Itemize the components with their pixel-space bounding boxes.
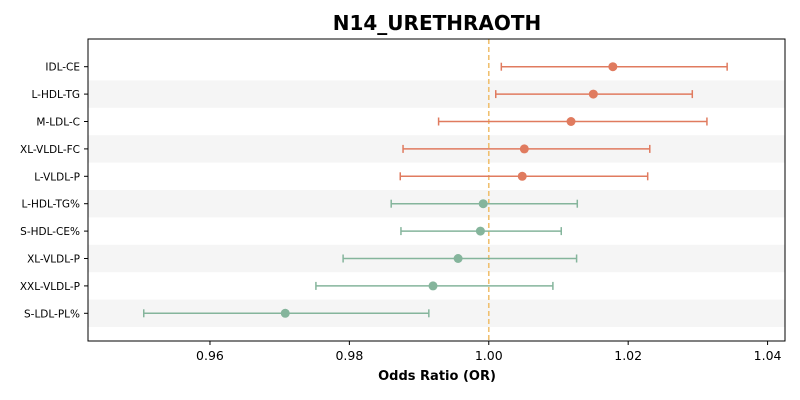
x-tick-labels: 0.96 0.98 1.00 1.02 1.04 [196,341,782,363]
or-point [428,281,438,291]
y-tick-labels: IDL-CE L-HDL-TG M-LDL-C XL-VLDL-FC L-VLDL-P L… [20,62,88,320]
x-tick-label: 1.00 [475,348,503,363]
y-tick-label: XL-VLDL-FC [20,144,80,156]
points-layer [280,62,618,318]
y-tick-label: L-VLDL-P [34,171,80,183]
or-point [566,117,576,126]
or-point [478,199,488,209]
x-tick-label: 1.02 [614,348,642,363]
y-tick-label: S-HDL-CE% [20,226,80,238]
or-point [519,144,529,154]
chart-title: N14_URETHRAOTH [333,11,542,35]
or-point [588,89,598,99]
plot-frame [87,38,786,342]
x-tick-label: 1.04 [754,348,782,363]
y-tick-label: M-LDL-C [36,117,80,129]
or-point [608,62,618,72]
y-tick-label: L-HDL-TG% [22,199,80,211]
or-point [453,254,463,263]
x-axis-label: Odds Ratio (OR) [378,369,496,384]
or-point [280,308,290,318]
or-point [475,226,485,236]
y-tick-label: S-LDL-PL% [24,308,80,320]
y-tick-label: XL-VLDL-P [27,254,80,266]
y-tick-label: XXL-VLDL-P [20,281,80,293]
y-tick-label: L-HDL-TG [32,89,80,101]
y-tick-label: IDL-CE [45,62,80,74]
x-tick-label: 0.96 [196,348,224,363]
x-tick-label: 0.98 [335,348,363,363]
or-point [517,171,527,181]
